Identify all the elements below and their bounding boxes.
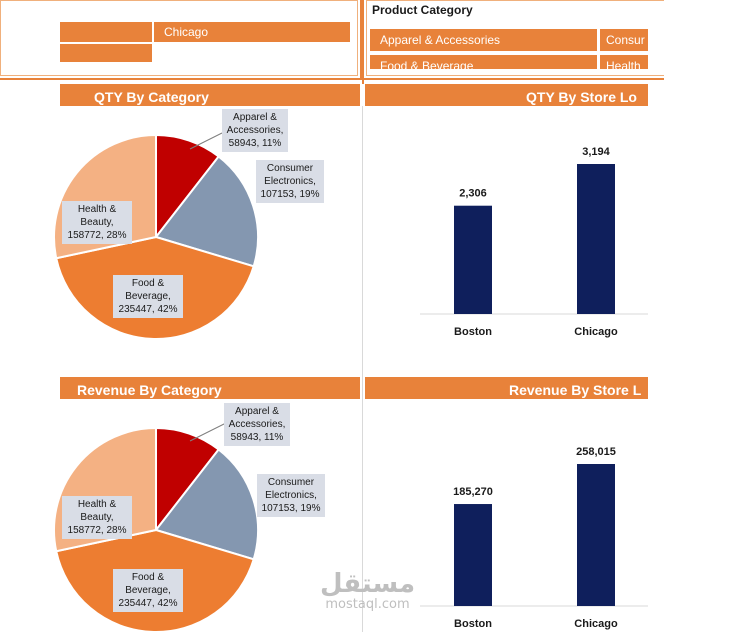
revenue-bars: 185,270 Boston 258,015 Chicago — [453, 446, 618, 630]
store-slicer-item-3[interactable] — [60, 44, 152, 62]
revenue-label-health-l1: Health & — [77, 499, 117, 510]
qty-label-health-l2: Beauty, — [80, 217, 114, 228]
qty-label-food-l2: Beverage, — [125, 291, 171, 302]
revenue-label-apparel-l3: 58943, 11% — [230, 432, 284, 443]
revenue-bar-chart: 185,270 Boston 258,015 Chicago — [420, 446, 648, 630]
qty-apparel-slice — [155, 133, 221, 240]
qty-bar-chicago — [577, 164, 615, 314]
qty-label-health-l1: Health & — [77, 204, 117, 215]
revenue-bar-chicago — [577, 464, 615, 606]
revenue-label-apparel-l1: Apparel & — [235, 406, 279, 417]
revenue-label-food-l3: 235447, 42% — [118, 598, 178, 609]
qty-pie-chart — [53, 132, 259, 340]
revenue-by-category-title: Revenue By Category — [77, 382, 222, 398]
revenue-electronics-slice — [154, 448, 259, 561]
revenue-category-label-boston: Boston — [454, 618, 492, 630]
revenue-label-electronics-l2: Electronics, — [265, 490, 317, 501]
qty-bar-boston — [454, 205, 492, 314]
qty-label-food-l1: Food & — [131, 278, 165, 289]
qty-by-store-title: QTY By Store Lo — [526, 89, 637, 105]
revenue-label-food: Food & Beverage, 235447, 42% — [113, 569, 183, 612]
qty-value-label-boston: 2,306 — [459, 188, 487, 200]
revenue-label-apparel-l2: Accessories, — [228, 419, 286, 430]
revenue-label-electronics-l1: Consumer — [267, 477, 315, 488]
category-item-health[interactable]: Health — [600, 55, 648, 69]
center-divider-top — [362, 0, 364, 84]
qty-label-electronics-l1: Consumer — [266, 163, 314, 174]
revenue-label-health: Health & Beauty, 158772, 28% — [62, 496, 132, 539]
qty-by-category-title: QTY By Category — [94, 89, 209, 105]
qty-category-label-boston: Boston — [454, 326, 492, 338]
revenue-apparel-leader-line — [189, 422, 227, 442]
qty-by-store-banner: QTY By Store Lo — [365, 84, 648, 106]
revenue-label-electronics-l3: 107153, 19% — [261, 503, 321, 514]
revenue-by-category-banner: Revenue By Category — [60, 377, 360, 399]
revenue-label-health-l2: Beauty, — [80, 512, 114, 523]
revenue-label-food-l1: Food & — [131, 572, 165, 583]
store-slicer-item-chicago[interactable]: Chicago — [154, 22, 350, 42]
mostaql-watermark: مستقل mostaql.com — [320, 570, 415, 612]
qty-by-category-banner: QTY By Category — [60, 84, 360, 106]
revenue-label-health-l3: 158772, 28% — [67, 525, 127, 536]
category-item-consumer[interactable]: Consur — [600, 29, 648, 51]
qty-bar-chart: 2,306 Boston 3,194 Chicago — [420, 146, 648, 338]
watermark-latin: mostaql.com — [325, 597, 410, 612]
revenue-label-food-l2: Beverage, — [125, 585, 171, 596]
qty-label-electronics-l3: 107153, 19% — [260, 189, 320, 200]
qty-category-label-chicago: Chicago — [574, 326, 618, 338]
qty-label-health: Health & Beauty, 158772, 28% — [62, 201, 132, 244]
center-divider — [362, 106, 363, 632]
qty-label-electronics-l2: Electronics, — [264, 176, 316, 187]
qty-apparel-leader-line — [189, 132, 223, 150]
qty-electronics-slice — [154, 155, 259, 268]
category-item-food[interactable]: Food & Beverage — [370, 55, 597, 69]
qty-label-food: Food & Beverage, 235447, 42% — [113, 275, 183, 318]
revenue-value-label-boston: 185,270 — [453, 486, 493, 498]
category-slicer-inner — [366, 0, 664, 76]
revenue-label-apparel: Apparel & Accessories, 58943, 11% — [224, 403, 290, 446]
revenue-apparel-slice — [155, 426, 221, 533]
product-category-title: Product Category — [372, 3, 473, 17]
qty-label-health-l3: 158772, 28% — [67, 230, 127, 241]
revenue-by-store-banner: Revenue By Store L — [365, 377, 648, 399]
watermark-arabic: مستقل — [320, 569, 416, 599]
revenue-value-label-chicago: 258,015 — [576, 446, 616, 458]
revenue-category-label-chicago: Chicago — [574, 618, 618, 630]
qty-label-electronics: Consumer Electronics, 107153, 19% — [256, 160, 324, 203]
category-item-apparel[interactable]: Apparel & Accessories — [370, 29, 597, 51]
qty-label-apparel-l1: Apparel & — [233, 112, 277, 123]
revenue-label-electronics: Consumer Electronics, 107153, 19% — [257, 474, 325, 517]
qty-label-food-l3: 235447, 42% — [118, 304, 178, 315]
qty-label-apparel-l2: Accessories, — [226, 125, 284, 136]
store-slicer-inner — [0, 0, 358, 76]
qty-label-apparel: Apparel & Accessories, 58943, 11% — [222, 109, 288, 152]
revenue-by-store-title: Revenue By Store L — [509, 382, 642, 398]
qty-value-label-chicago: 3,194 — [582, 146, 610, 158]
revenue-bar-boston — [454, 504, 492, 606]
qty-label-apparel-l3: 58943, 11% — [228, 138, 282, 149]
qty-bars: 2,306 Boston 3,194 Chicago — [454, 146, 618, 338]
store-slicer-item-1[interactable] — [60, 22, 152, 42]
